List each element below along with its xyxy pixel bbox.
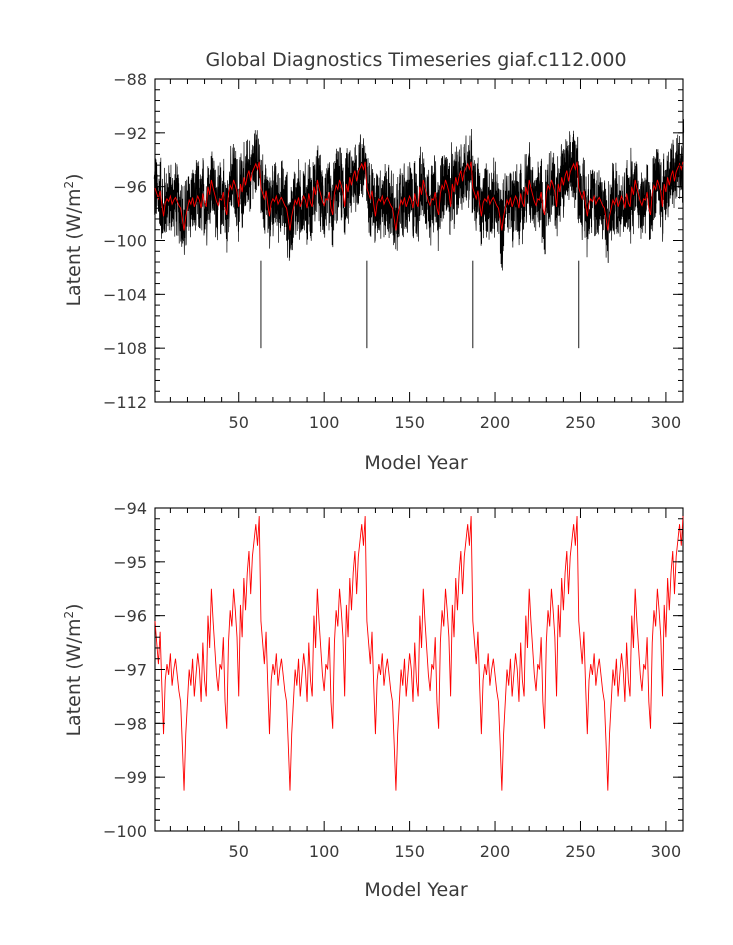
top-chart-frame: [154, 78, 684, 403]
bottom-chart-y-axis-title-sup: 2: [62, 611, 76, 619]
bottom-chart-ticks: 50 100 150 200 250 300 −100 −99 −98 −97 −96 −95 −94: [103, 499, 684, 861]
top-chart-xtick-label: 50: [229, 413, 249, 432]
bottom-chart-y-axis-title-suffix: ): [63, 603, 85, 610]
top-chart-ytick-label: −104: [103, 285, 147, 304]
bottom-chart-xtick-label: 50: [229, 842, 249, 861]
top-chart-series-annual: [154, 161, 684, 231]
top-chart-xtick-label: 200: [480, 413, 511, 432]
bottom-chart-y-axis-title-prefix: Latent (W/m: [63, 619, 85, 737]
bottom-chart-ytick-label: −97: [113, 661, 147, 680]
top-chart-ytick-label: −88: [113, 70, 147, 89]
bottom-chart-ytick-label: −94: [113, 499, 147, 518]
bottom-chart-xtick-label: 150: [394, 842, 425, 861]
bottom-chart: 50 100 150 200 250 300−100−99−98−97−96−95−94 …: [62, 499, 684, 901]
top-chart: 50 100 150 200 250 300 −112 −108 −104 −100 −96 −92 −…: [62, 70, 685, 474]
top-chart-ytick-label: −108: [103, 339, 147, 358]
top-chart-y-axis-title-suffix: ): [63, 173, 85, 180]
top-chart-y-axis-title: Latent (W/m2): [62, 173, 85, 306]
bottom-chart-y-axis-title: Latent (W/m2): [62, 603, 85, 736]
bottom-chart-xtick-label: 250: [565, 842, 596, 861]
top-chart-ticks: 50 100 150 200 250 300 −112 −108 −104 −100 −96 −92 −…: [103, 70, 684, 432]
top-chart-xtick-label: 150: [394, 413, 425, 432]
figure-title: Global Diagnostics Timeseries giaf.c112.…: [205, 49, 626, 71]
top-chart-ytick-label: −92: [113, 124, 147, 143]
bottom-chart-xtick-label: 200: [480, 842, 511, 861]
bottom-chart-xtick-label: 100: [309, 842, 340, 861]
top-chart-ytick-label: −96: [113, 178, 147, 197]
bottom-chart-ytick-label: −95: [113, 553, 147, 572]
bottom-chart-ytick-label: −98: [113, 714, 147, 733]
bottom-chart-series-annual: [154, 516, 684, 791]
top-chart-xtick-label: 250: [565, 413, 596, 432]
top-chart-ytick-label: −112: [103, 393, 147, 412]
top-chart-ytick-label: −100: [103, 232, 147, 251]
bottom-chart-series: [154, 516, 684, 791]
top-chart-xtick-label: 300: [651, 413, 682, 432]
top-chart-xtick-label: 100: [309, 413, 340, 432]
bottom-chart-ytick-label: −100: [103, 822, 147, 841]
top-chart-y-axis-title-sup: 2: [62, 181, 76, 189]
bottom-chart-xtick-label: 300: [651, 842, 682, 861]
bottom-chart-x-axis-title: Model Year: [364, 879, 468, 901]
top-chart-x-axis-title: Model Year: [364, 452, 468, 474]
top-chart-series: [153, 119, 685, 349]
bottom-chart-ytick-label: −96: [113, 607, 147, 626]
top-chart-y-axis-title-prefix: Latent (W/m: [63, 189, 85, 307]
bottom-chart-ytick-label: −99: [113, 768, 147, 787]
